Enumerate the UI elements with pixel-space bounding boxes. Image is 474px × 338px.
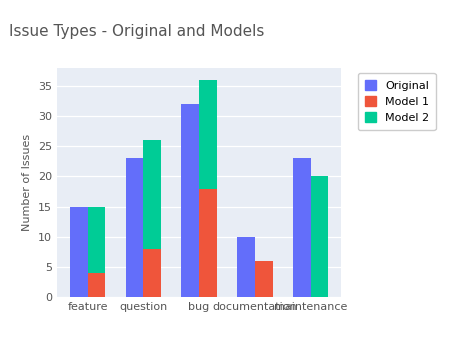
Bar bbox=[255, 261, 273, 297]
Bar bbox=[143, 249, 161, 297]
Bar bbox=[88, 273, 106, 297]
Bar bbox=[70, 207, 88, 297]
Bar bbox=[199, 189, 217, 297]
Text: Issue Types - Original and Models: Issue Types - Original and Models bbox=[9, 24, 265, 39]
Bar bbox=[143, 140, 161, 249]
Legend: Original, Model 1, Model 2: Original, Model 1, Model 2 bbox=[358, 73, 436, 130]
Bar bbox=[237, 237, 255, 297]
Bar bbox=[181, 104, 199, 297]
Bar bbox=[199, 80, 217, 189]
Bar bbox=[126, 158, 143, 297]
Bar bbox=[292, 158, 310, 297]
Bar bbox=[88, 207, 106, 273]
Y-axis label: Number of Issues: Number of Issues bbox=[22, 134, 32, 231]
Bar bbox=[310, 176, 328, 297]
